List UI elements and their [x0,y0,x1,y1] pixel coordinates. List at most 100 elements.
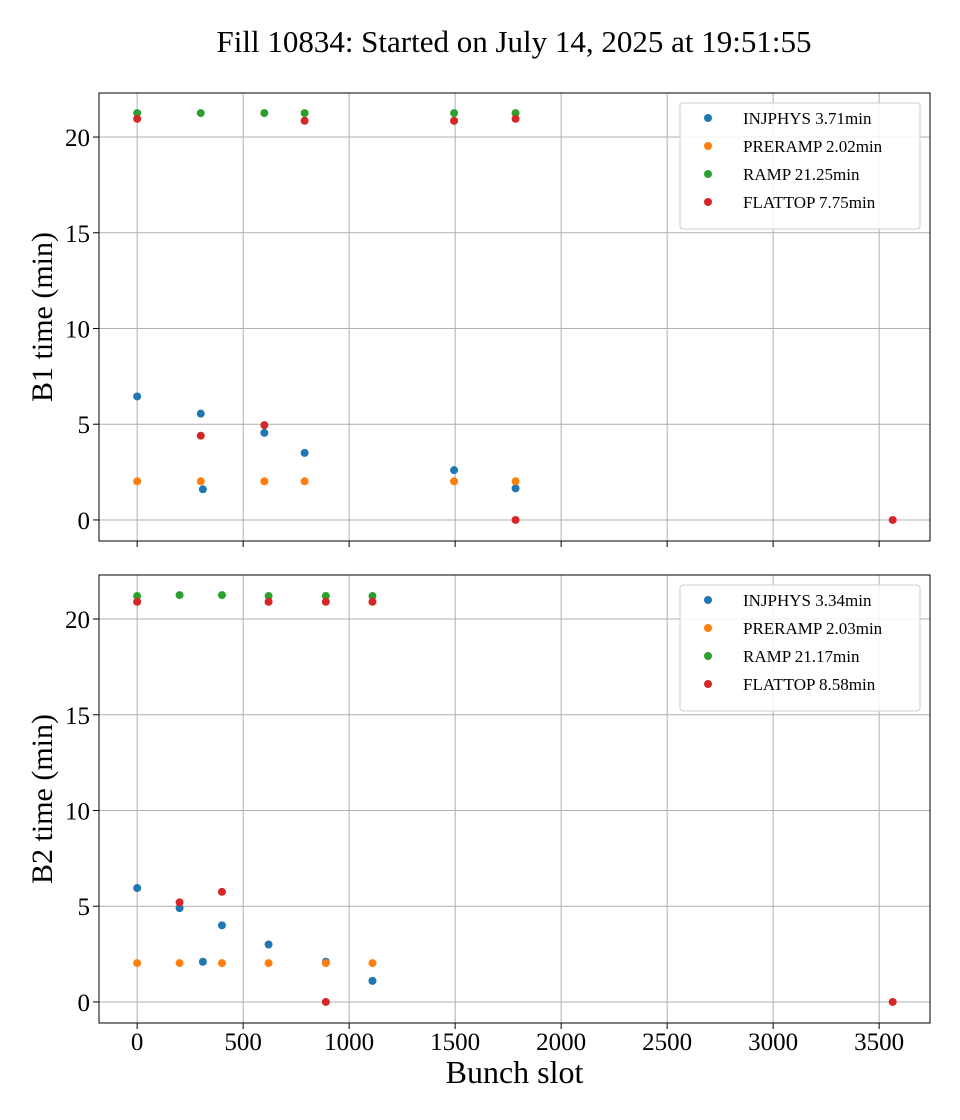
b2-legend-entry: PRERAMP 2.03min [743,619,883,638]
b1-point-injphys [196,409,205,418]
b2-legend-marker [704,624,712,632]
b2-point-flattop [133,597,142,606]
b2-point-ramp [264,592,273,601]
b1-point-flattop [260,421,269,430]
b2-legend-entry: FLATTOP 8.58min [743,675,876,694]
b2-point-preramp [217,959,226,968]
b2-x-tick-label: 500 [224,1029,262,1056]
b2-y-tick-label: 5 [78,894,91,921]
b2-x-tick-label: 0 [131,1029,144,1056]
b1-point-preramp [511,477,520,486]
b2-legend-entry: RAMP 21.17min [743,647,860,666]
b1-point-preramp [260,477,269,486]
b1-legend-marker [704,114,712,122]
b1-point-ramp [260,109,269,118]
b1-y-tick-label: 10 [65,316,90,343]
b2-point-ramp [321,592,330,601]
b2-y-tick-label: 0 [78,990,91,1017]
b1-legend-marker [704,170,712,178]
b2-y-tick-label: 15 [65,703,90,730]
b2-y-axis-label: B2 time (min) [26,714,59,884]
b2-y-tick-label: 10 [65,798,90,825]
b2-point-injphys [264,940,273,949]
b1-legend-entry: RAMP 21.25min [743,165,860,184]
b2-point-preramp [321,959,330,968]
b1-point-ramp [133,109,142,118]
b1-point-preramp [196,477,205,486]
b2-x-tick-label: 3500 [854,1029,904,1056]
b2-point-flattop [321,597,330,606]
b1-point-flattop [450,116,459,125]
b1-y-tick-label: 0 [78,508,91,535]
b1-point-flattop [511,515,520,524]
b2-point-flattop [175,898,184,907]
b2-legend-marker [704,680,712,688]
b1-point-injphys [300,448,309,457]
b1-point-flattop [300,116,309,125]
b1-point-ramp [450,109,459,118]
b2-point-preramp [133,959,142,968]
b1-point-ramp [511,109,520,118]
b1-point-flattop [133,114,142,123]
b1-point-injphys [260,428,269,437]
figure-title: Fill 10834: Started on July 14, 2025 at … [216,24,811,59]
b1-point-preramp [300,477,309,486]
b2-point-preramp [175,959,184,968]
b1-point-injphys [511,484,520,493]
b2-axes-frame [98,574,931,1024]
b2-point-injphys [175,904,184,913]
b1-axes-frame [98,92,931,542]
b1-legend-box [679,102,921,230]
b2-panel: 0 500 1000 1500 2000 2500 3000 3500 0 5 10 15 20 B2 t… [26,574,931,1090]
x-axis-label: Bunch slot [446,1054,584,1090]
b2-legend: INJPHYS 3.34min PRERAMP 2.03min RAMP 21.17… [679,584,921,712]
b1-y-tick-label: 15 [65,221,90,248]
b2-point-ramp [175,591,184,600]
b2-point-injphys [368,976,377,985]
b1-point-preramp [450,477,459,486]
b1-point-flattop [511,114,520,123]
b2-y-tick-label: 20 [65,607,90,634]
b1-point-ramp [196,109,205,118]
b1-legend-marker [704,198,712,206]
b1-legend-entry: INJPHYS 3.71min [743,109,872,128]
b2-x-tick-label: 2500 [642,1029,692,1056]
b2-point-ramp [133,592,142,601]
b2-point-flattop [264,597,273,606]
b1-point-ramp [300,109,309,118]
b2-point-ramp [217,591,226,600]
b2-legend-entry: INJPHYS 3.34min [743,591,872,610]
b2-point-preramp [368,959,377,968]
b2-point-flattop [368,597,377,606]
b1-point-injphys [198,485,207,494]
b2-point-injphys [217,921,226,930]
b1-point-preramp [133,477,142,486]
b1-legend: INJPHYS 3.71min PRERAMP 2.02min RAMP 21.25… [679,102,921,230]
b2-point-preramp [264,959,273,968]
b2-legend-marker [704,596,712,604]
b1-y-axis-label: B1 time (min) [26,232,59,402]
b2-x-tick-label: 1000 [324,1029,374,1056]
b2-x-tick-label: 2000 [536,1029,586,1056]
b2-legend-box [679,584,921,712]
b1-panel: 0 5 10 15 20 B1 time (min) INJPHYS 3.71min PRER… [26,92,931,547]
b2-point-flattop [217,887,226,896]
b2-point-injphys [198,957,207,966]
b2-point-injphys [133,884,142,893]
b1-y-tick-label: 5 [78,412,91,439]
b1-point-flattop [196,431,205,440]
b1-point-flattop [888,515,897,524]
b1-point-injphys [450,466,459,475]
b2-x-tick-label: 1500 [430,1029,480,1056]
b1-legend-entry: PRERAMP 2.02min [743,137,883,156]
b1-legend-entry: FLATTOP 7.75min [743,193,876,212]
b1-point-injphys [133,392,142,401]
b2-point-flattop [888,997,897,1006]
b2-point-flattop [321,997,330,1006]
b2-legend-marker [704,652,712,660]
b2-x-tick-label: 3000 [748,1029,798,1056]
b1-y-tick-label: 20 [65,125,90,152]
b2-point-ramp [368,592,377,601]
b1-legend-marker [704,142,712,150]
